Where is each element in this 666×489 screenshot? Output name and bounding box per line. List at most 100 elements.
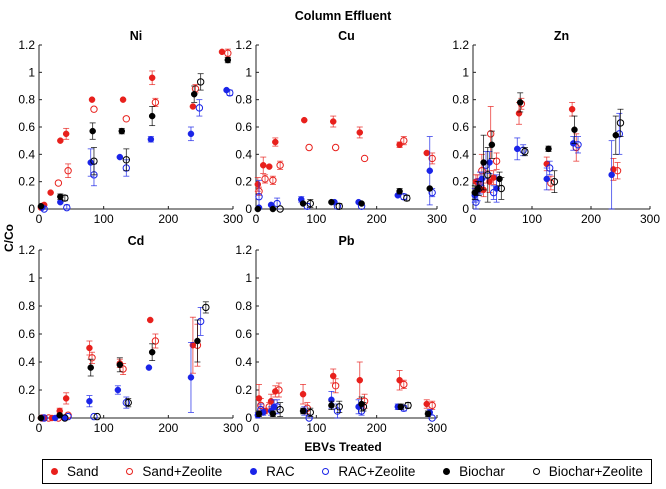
data-point bbox=[122, 115, 131, 123]
data-point bbox=[255, 193, 263, 201]
data-point bbox=[299, 407, 307, 415]
y-tick-label: 0 bbox=[245, 202, 252, 216]
data-point bbox=[63, 203, 71, 212]
data-point bbox=[428, 154, 436, 163]
data-point bbox=[148, 112, 156, 120]
x-tick-label: 0 bbox=[470, 212, 477, 226]
data-point bbox=[276, 405, 284, 414]
open-circle-marker-icon bbox=[532, 468, 540, 475]
y-tick-label: 0.6 bbox=[235, 327, 252, 341]
data-point bbox=[151, 98, 160, 107]
y-tick-label: 0.4 bbox=[18, 355, 35, 369]
data-point bbox=[57, 137, 64, 144]
y-tick-label: 1.2 bbox=[18, 243, 35, 257]
data-point bbox=[475, 184, 483, 193]
data-point bbox=[37, 203, 45, 210]
legend-label: RAC bbox=[266, 464, 295, 479]
y-tick-label: 1 bbox=[462, 65, 469, 79]
data-point bbox=[305, 143, 313, 152]
x-tick-label: 100 bbox=[94, 212, 114, 226]
x-axis-label: EBVs Treated bbox=[304, 440, 381, 454]
data-point bbox=[118, 127, 126, 135]
data-point bbox=[497, 184, 506, 193]
x-tick-label: 0 bbox=[36, 421, 43, 435]
data-point bbox=[328, 402, 335, 409]
data-point bbox=[122, 398, 131, 407]
series-sand-zeolite bbox=[38, 323, 202, 422]
subplot-title: Cd bbox=[128, 234, 145, 248]
legend-label: Sand bbox=[67, 464, 99, 479]
data-point bbox=[306, 199, 314, 208]
data-point bbox=[254, 181, 262, 188]
y-tick-label: 0.2 bbox=[235, 383, 252, 397]
data-point bbox=[423, 149, 430, 157]
data-point bbox=[608, 171, 615, 179]
data-point bbox=[273, 199, 281, 208]
y-tick-label: 0.6 bbox=[235, 120, 252, 134]
data-point bbox=[148, 74, 156, 82]
data-point bbox=[424, 410, 432, 418]
data-point bbox=[546, 164, 554, 172]
series-rac bbox=[38, 341, 195, 422]
x-tick-label: 300 bbox=[640, 212, 660, 226]
data-point bbox=[124, 398, 132, 407]
y-tick-label: 0.2 bbox=[18, 175, 35, 189]
data-point bbox=[329, 118, 337, 125]
data-point bbox=[428, 414, 436, 422]
data-point bbox=[574, 141, 582, 149]
data-point bbox=[490, 174, 497, 181]
data-point bbox=[62, 395, 70, 402]
x-tick-label: 300 bbox=[223, 421, 243, 435]
y-tick-label: 0.2 bbox=[18, 383, 35, 397]
data-point bbox=[37, 414, 45, 422]
y-tick-label: 0.6 bbox=[452, 120, 469, 134]
y-tick-label: 0.6 bbox=[18, 327, 35, 341]
data-point bbox=[484, 171, 492, 179]
series-biochar bbox=[37, 319, 201, 422]
data-point bbox=[269, 176, 277, 185]
filled-circle-marker-icon bbox=[443, 468, 451, 475]
data-point bbox=[195, 104, 204, 112]
subplot-title: Zn bbox=[554, 29, 569, 43]
data-point bbox=[331, 382, 340, 390]
x-tick-label: 100 bbox=[306, 421, 326, 435]
data-point bbox=[360, 154, 369, 163]
data-point bbox=[269, 205, 277, 213]
data-point bbox=[90, 105, 98, 113]
data-point bbox=[550, 177, 559, 186]
data-point bbox=[64, 412, 72, 421]
y-axis-label: C/Co bbox=[2, 224, 16, 252]
legend-label: Biochar bbox=[459, 464, 505, 479]
y-tick-label: 1.2 bbox=[452, 38, 469, 52]
data-point bbox=[116, 361, 124, 369]
x-tick-label: 100 bbox=[306, 212, 326, 226]
data-point bbox=[114, 386, 122, 394]
y-tick-label: 0.4 bbox=[235, 355, 252, 369]
data-point bbox=[331, 143, 340, 152]
data-point bbox=[194, 337, 201, 345]
series-sand bbox=[472, 102, 617, 198]
legend-item-biochar-zeolite: Biochar+Zeolite bbox=[532, 464, 643, 479]
series-rac bbox=[254, 390, 434, 419]
legend-item-rac: RAC bbox=[250, 464, 295, 479]
data-point bbox=[151, 337, 160, 345]
data-point bbox=[396, 187, 403, 195]
data-point bbox=[62, 130, 70, 138]
y-tick-label: 0.4 bbox=[452, 147, 469, 161]
data-point bbox=[521, 147, 529, 156]
x-tick-label: 300 bbox=[223, 212, 243, 226]
y-tick-label: 1 bbox=[245, 65, 252, 79]
data-point bbox=[146, 316, 154, 324]
data-point bbox=[489, 188, 498, 197]
data-point bbox=[335, 403, 343, 411]
y-tick-label: 1.2 bbox=[235, 243, 252, 257]
data-point bbox=[254, 205, 262, 213]
data-point bbox=[426, 167, 434, 174]
y-tick-label: 0.8 bbox=[235, 299, 252, 313]
data-point bbox=[259, 162, 267, 169]
data-point bbox=[261, 175, 269, 183]
x-tick-label: 200 bbox=[158, 212, 178, 226]
y-tick-label: 0.4 bbox=[235, 147, 252, 161]
open-circle-marker-icon bbox=[322, 468, 330, 475]
data-point bbox=[328, 198, 335, 206]
